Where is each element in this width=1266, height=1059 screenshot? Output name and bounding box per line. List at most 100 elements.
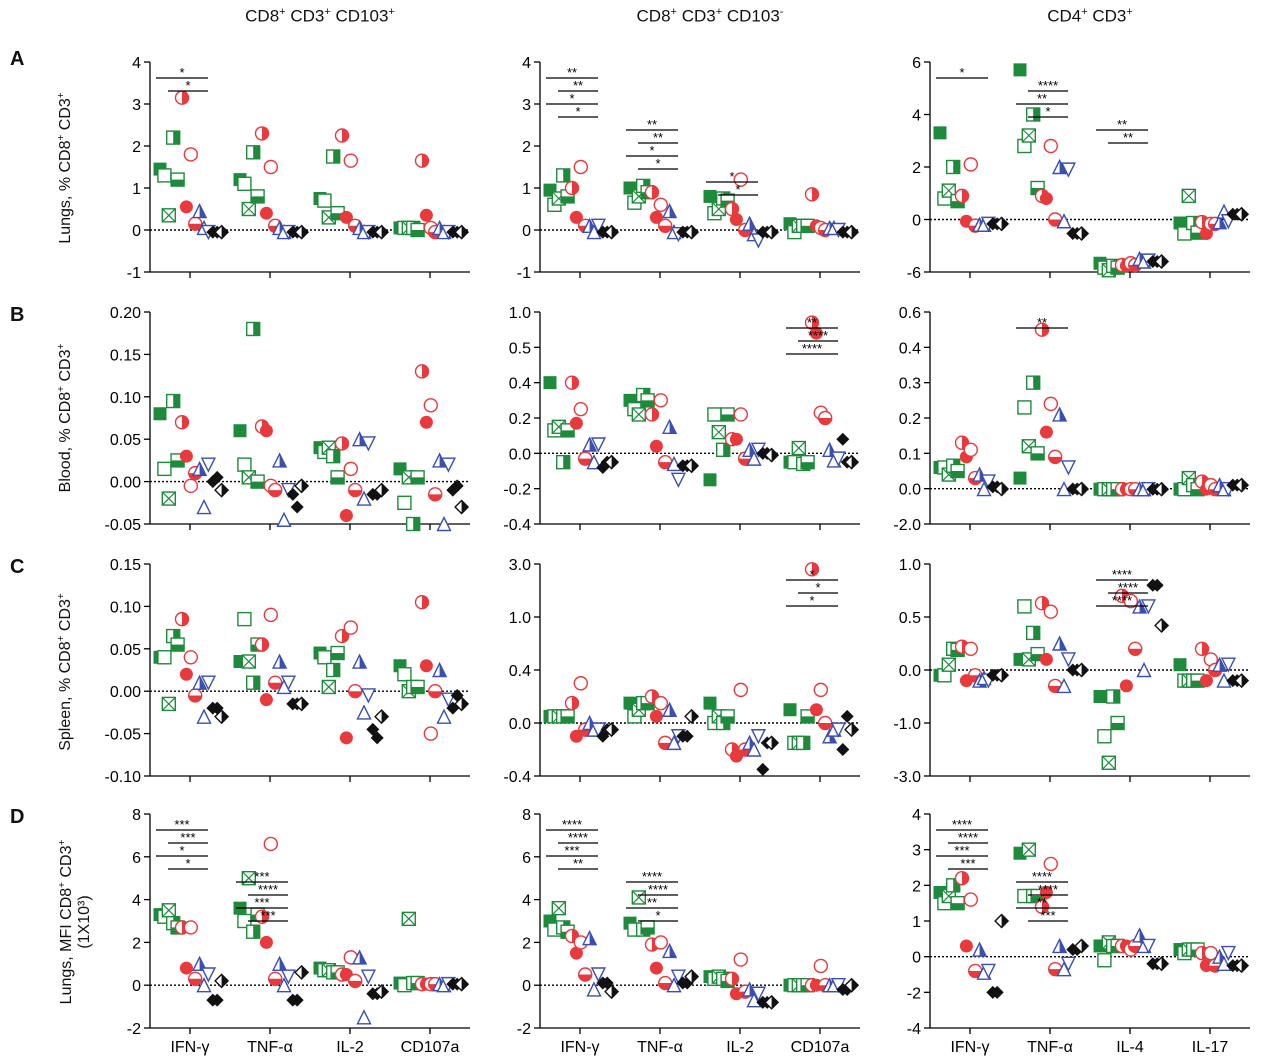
data-point <box>214 973 230 989</box>
data-point <box>174 415 190 430</box>
data-point <box>658 975 673 991</box>
data-point <box>294 964 310 980</box>
data-point <box>1105 689 1121 704</box>
data-point <box>1025 375 1041 390</box>
data-point <box>351 653 368 669</box>
data-point <box>640 920 655 935</box>
data-point <box>733 172 748 187</box>
significance-label: * <box>575 104 580 119</box>
y-tick-label: -2 <box>127 1021 141 1038</box>
data-point <box>1154 481 1170 497</box>
data-point <box>1017 400 1032 415</box>
y-tick-label: 0.4 <box>899 340 921 357</box>
y-tick-label: 0.0 <box>899 482 921 499</box>
significance-label: * <box>735 182 740 197</box>
data-point <box>360 969 377 985</box>
data-point <box>360 688 377 704</box>
data-point <box>294 478 310 494</box>
data-point <box>343 461 358 477</box>
y-tick-label: 1 <box>132 181 141 198</box>
data-point <box>564 180 580 196</box>
data-point <box>1216 955 1232 971</box>
data-point <box>245 675 261 690</box>
data-point <box>844 454 860 470</box>
data-point <box>360 436 377 452</box>
data-point <box>259 693 273 707</box>
data-point <box>326 448 341 464</box>
data-point <box>994 667 1010 683</box>
data-point <box>428 684 443 699</box>
y-tick-label: -0.2 <box>503 482 531 499</box>
data-point <box>191 955 208 971</box>
data-point <box>733 407 748 422</box>
significance-label: * <box>815 580 820 595</box>
data-point <box>670 969 687 985</box>
significance-label: **** <box>1038 78 1058 93</box>
data-point <box>343 620 358 635</box>
data-point <box>764 994 780 1010</box>
data-point <box>1074 938 1090 954</box>
panel-c1: -0.10 -0.05 0.00 0.05 0.10 0.15 <box>105 557 470 786</box>
x-tick-label: CD107a <box>791 1039 850 1056</box>
data-point <box>684 969 700 985</box>
significance-label: **** <box>562 817 582 832</box>
data-point <box>649 709 663 723</box>
data-point <box>268 482 283 498</box>
y-tick-label: -2 <box>517 1021 531 1038</box>
y-tick-label: 6 <box>522 850 531 867</box>
data-point <box>954 871 970 886</box>
data-point <box>419 208 433 222</box>
data-point <box>348 684 363 699</box>
y-tick-label: 0.05 <box>110 432 141 449</box>
data-point <box>1131 927 1148 943</box>
data-point <box>573 159 588 175</box>
data-point <box>543 376 557 390</box>
data-point <box>1154 956 1170 972</box>
y-tick-label: 0 <box>912 213 921 230</box>
data-point <box>1060 956 1077 972</box>
y-tick-label: 6 <box>132 850 141 867</box>
data-point <box>590 437 607 453</box>
data-point <box>1234 958 1250 974</box>
y-tick-label: -1 <box>517 265 531 282</box>
data-point <box>653 393 668 408</box>
data-point <box>326 149 341 164</box>
data-point <box>157 461 172 477</box>
significance-label: **** <box>648 882 668 897</box>
y-tick-label: 8 <box>522 807 531 824</box>
data-point <box>1220 945 1237 962</box>
data-point <box>245 924 261 939</box>
data-point <box>1211 656 1228 672</box>
data-point <box>397 495 412 510</box>
significance-label: ** <box>1037 315 1047 330</box>
data-point <box>1051 158 1068 175</box>
significance-label: *** <box>1040 908 1055 923</box>
significance-label: * <box>959 65 964 80</box>
data-point <box>741 215 758 231</box>
data-point <box>161 696 177 712</box>
y-tick-label: 0.3 <box>899 376 921 393</box>
data-point <box>1060 162 1077 178</box>
data-point <box>161 208 177 223</box>
data-point <box>1173 216 1187 230</box>
data-point <box>560 709 575 724</box>
column-title-1: CD8+ CD3+ CD103+ <box>245 6 395 26</box>
data-point <box>196 977 212 993</box>
data-point <box>1110 715 1125 731</box>
data-point <box>233 424 247 438</box>
data-point <box>994 913 1010 929</box>
data-point <box>836 743 850 756</box>
panel-a1: -1 0 1 2 3 4 ** <box>127 55 470 282</box>
panel-c3: -3.0-1.00.00.51.0************ <box>893 557 1250 786</box>
data-point <box>800 454 815 470</box>
data-point <box>419 659 433 673</box>
data-point <box>330 470 345 485</box>
data-point <box>1101 755 1117 770</box>
data-point <box>569 946 583 960</box>
x-tick-label: IL-2 <box>726 1039 754 1056</box>
data-point <box>1060 652 1077 668</box>
data-point <box>423 398 438 413</box>
data-point <box>631 407 646 422</box>
data-point <box>804 562 820 577</box>
data-point <box>436 708 452 724</box>
